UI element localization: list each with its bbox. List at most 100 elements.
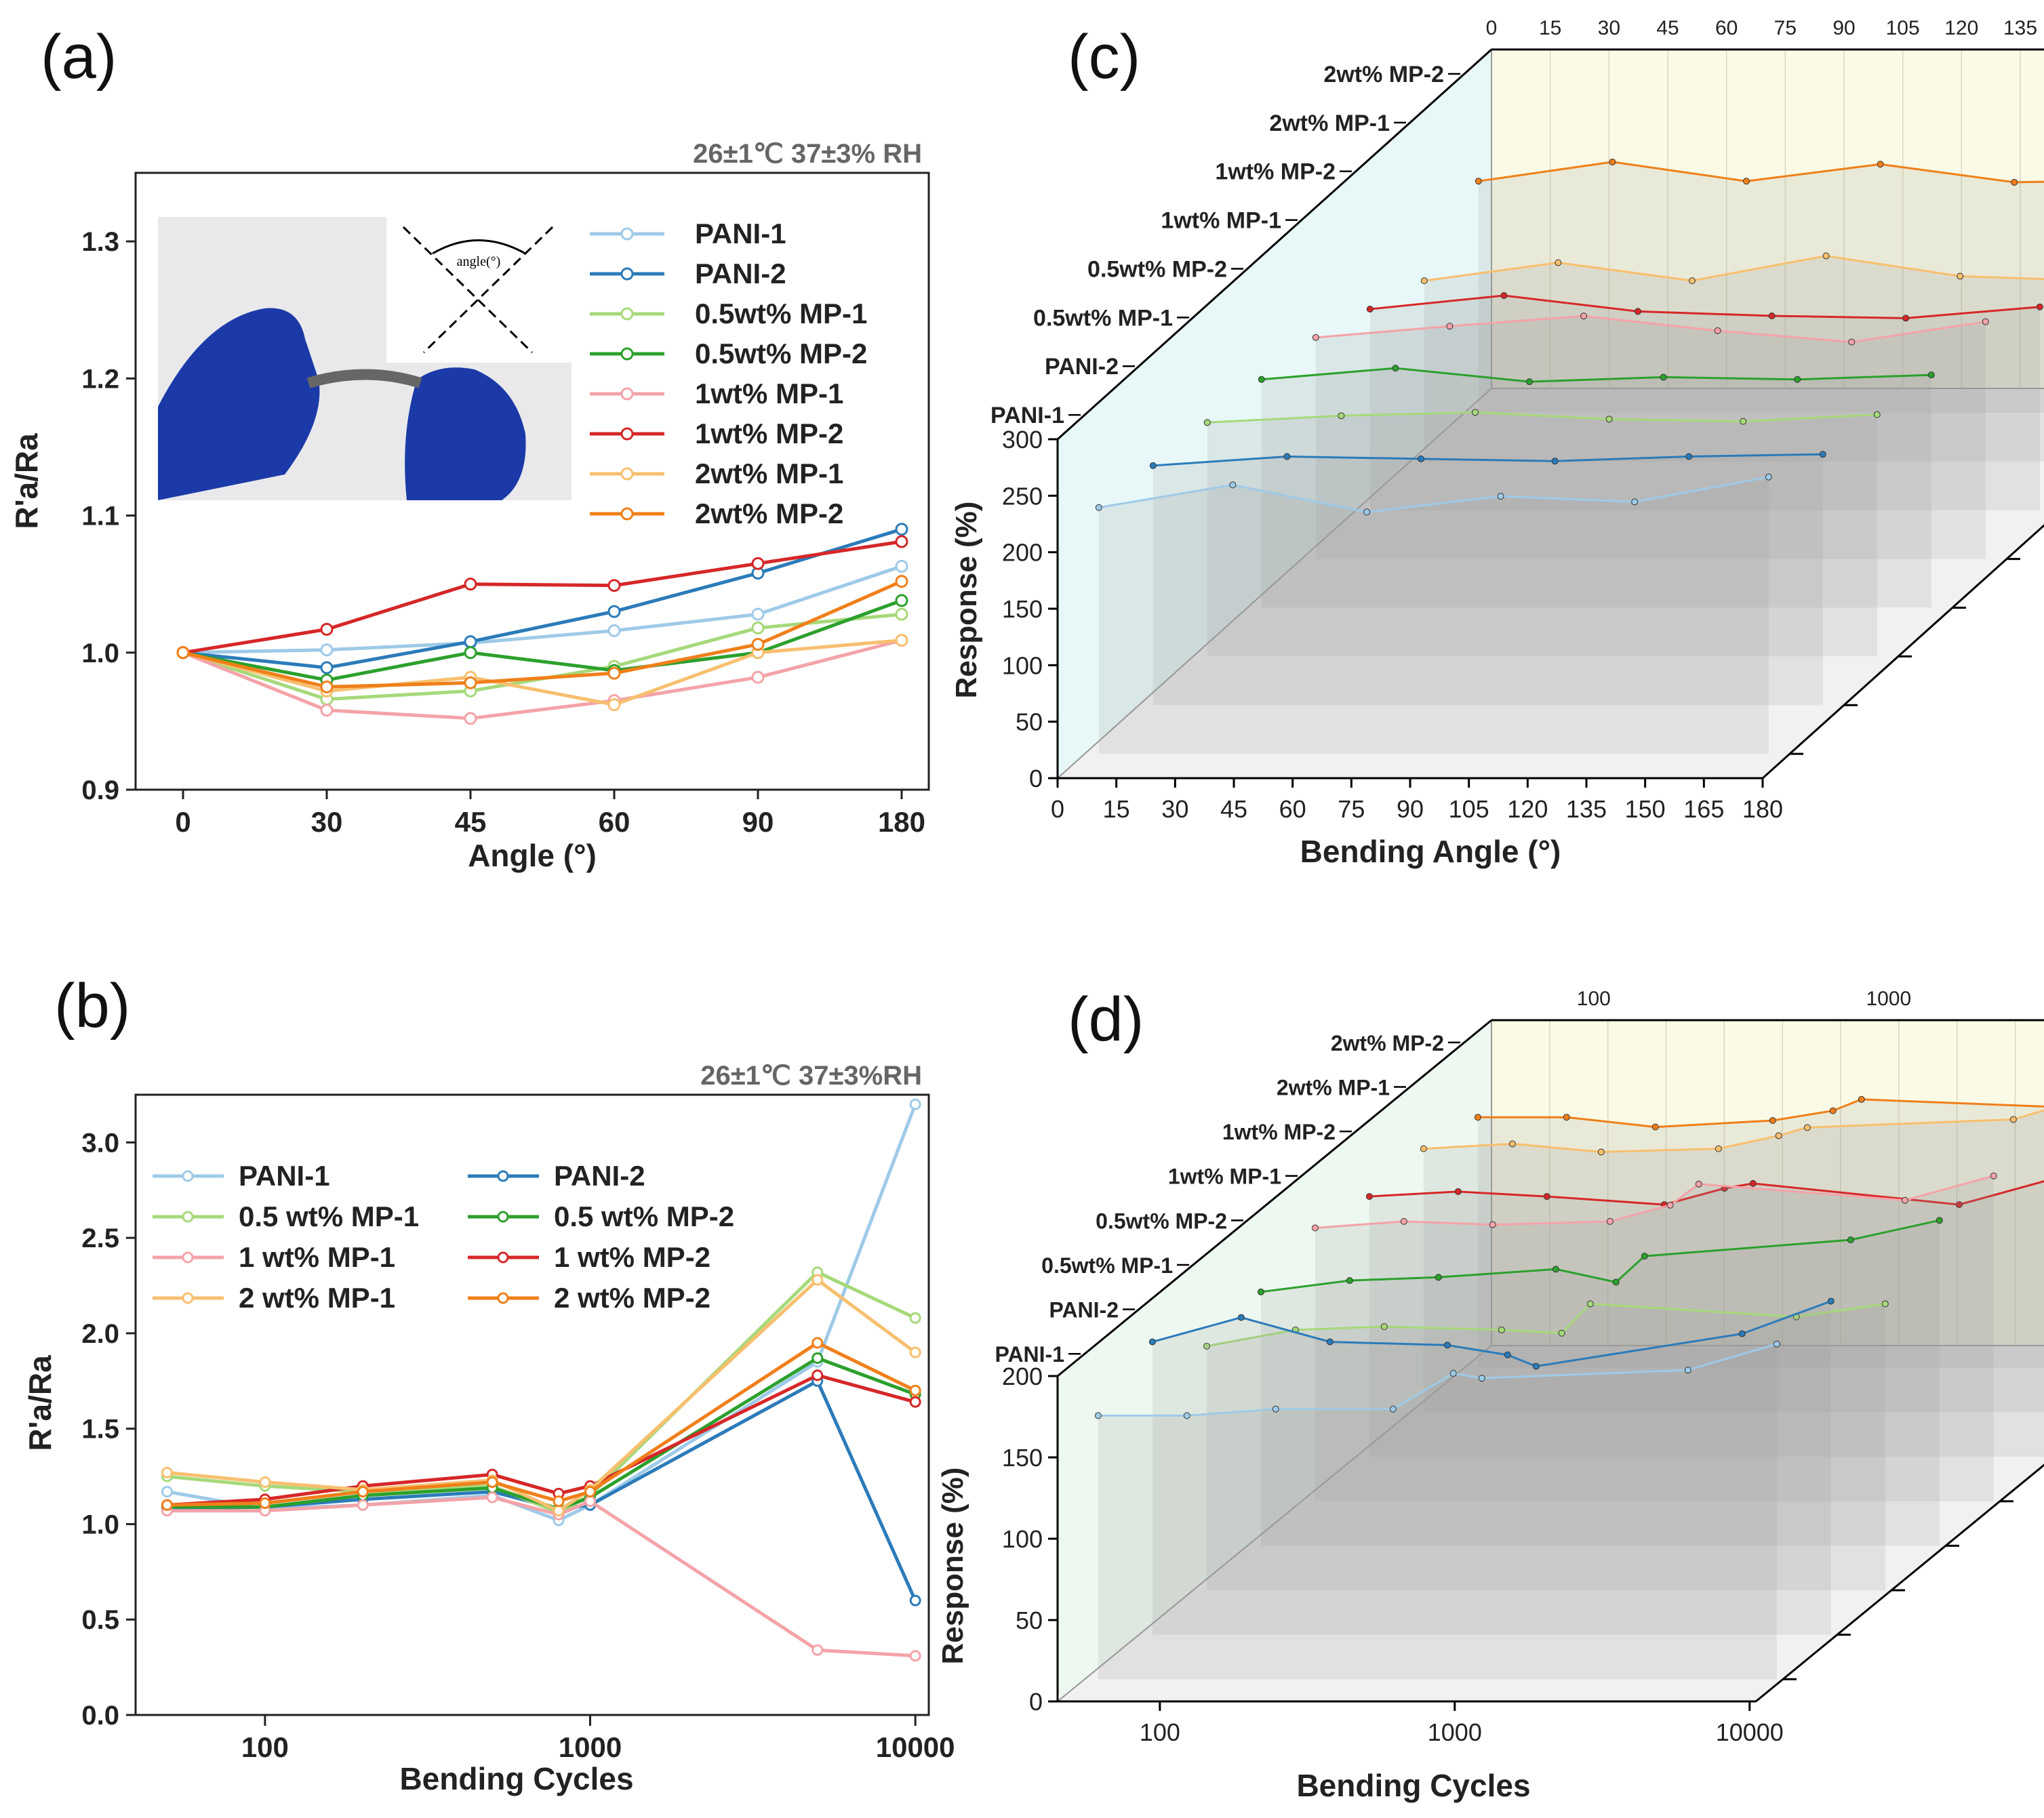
- a-point: [320, 704, 334, 717]
- panel-d-line-1wt-mp-2: [1369, 1180, 2044, 1206]
- panel-d-series-0-5wt-mp-1: [1203, 1300, 1889, 1590]
- a-point: [751, 638, 765, 651]
- b-series-1wt-mp-1: [161, 1491, 921, 1662]
- panel-c-xtick-label: 105: [1449, 795, 1489, 823]
- panel-c-point: [1822, 252, 1830, 260]
- panel-d-point: [1311, 1224, 1319, 1232]
- panel-d-point: [1389, 1405, 1397, 1413]
- panel-c-ztick-label: 300: [1002, 426, 1043, 453]
- panel-c-xtick-label: 45: [1220, 795, 1247, 823]
- panel-d-series-label: 2wt% MP-2: [1331, 1031, 1444, 1055]
- a-point: [751, 670, 765, 684]
- panel-d-point: [1443, 1341, 1451, 1349]
- panel-c-point: [1927, 371, 1935, 379]
- panel-c-xtick-label-top: 45: [1656, 17, 1679, 39]
- panel-c-series-label: 0.5wt% MP-2: [1087, 256, 1227, 282]
- panel-c-xtick-label: 165: [1683, 795, 1724, 823]
- panel-label-d: (d): [1068, 985, 1144, 1054]
- a-line-2wt-mp-2: [182, 580, 903, 689]
- panel-c-point: [1631, 498, 1639, 506]
- panel-d-point: [1606, 1217, 1614, 1225]
- panel-c-xtick-label-top: 15: [1539, 17, 1561, 39]
- panel-c-point: [1794, 376, 1801, 383]
- a-ytick-label: 0.9: [81, 775, 119, 805]
- a-ytick-label: 1.3: [81, 227, 119, 257]
- panel-d-ribbon-1wt-mp-1: [1315, 1175, 1994, 1501]
- panel-d-point: [1847, 1236, 1854, 1244]
- b-line-2wt-mp-2: [167, 1341, 917, 1507]
- b-xtick-label: 1000: [559, 1731, 622, 1763]
- panel-d-point: [1773, 1340, 1780, 1348]
- angle-line-left: [402, 226, 534, 354]
- panel-c-point: [1420, 277, 1428, 285]
- panel-c-series-pani-2: [1149, 451, 1826, 706]
- panel-c-point: [1689, 277, 1696, 285]
- panel-d-point: [1543, 1193, 1550, 1200]
- panel-c-ribbon-0-5wt-mp-1: [1207, 412, 1877, 657]
- panel-d-point: [1803, 1124, 1811, 1131]
- a-legend-label: PANI-2: [695, 258, 786, 289]
- b-legend-marker: [182, 1211, 194, 1223]
- panel-c-point: [2011, 178, 2018, 186]
- panel-c-series-label: PANI-2: [1045, 354, 1119, 380]
- a-legend-marker: [620, 507, 634, 521]
- panel-c-point: [1635, 308, 1641, 315]
- a-point: [751, 621, 765, 634]
- panel-c-point: [1283, 453, 1291, 460]
- a-point: [320, 622, 334, 636]
- b-series-1wt-mp-2: [161, 1369, 921, 1511]
- panel-c-point: [1472, 409, 1479, 416]
- a-point: [895, 634, 908, 647]
- panel-c-xtick-label-top: 120: [1944, 17, 1978, 39]
- panel-c-depth-axis: [1056, 48, 1493, 441]
- panel-b-ylabel: R'a/Ra: [22, 1355, 58, 1451]
- panel-d-ribbon-0-5wt-mp-2: [1260, 1220, 1940, 1546]
- panel-c-xtick-label: 15: [1103, 795, 1130, 823]
- panel-d-point: [1532, 1362, 1540, 1370]
- glove-finger-right: [405, 367, 526, 500]
- b-point: [357, 1499, 369, 1511]
- panel-d-line-pani-2: [1152, 1300, 1832, 1368]
- panel-d-point: [1183, 1412, 1190, 1419]
- panel-d-series-0-5wt-mp-2: [1257, 1217, 1943, 1546]
- panel-c-xtick-label-top: 135: [2003, 17, 2037, 39]
- b-point: [553, 1505, 565, 1517]
- panel-c-series-2wt-mp-2: [1475, 158, 2044, 413]
- panel-c-xtick-label: 90: [1397, 795, 1424, 823]
- b-point: [553, 1495, 565, 1508]
- a-line-2wt-mp-1: [182, 639, 902, 707]
- panel-c-point: [1500, 292, 1508, 300]
- panel-d-point: [1881, 1300, 1889, 1308]
- panel-c-ribbon-pani-1: [1098, 477, 1769, 754]
- a-point: [320, 643, 334, 657]
- panel-a-ylabel: R'a/Ra: [9, 433, 44, 529]
- panel-d-point: [1955, 1201, 1963, 1209]
- panel-d-series-label: 2wt% MP-1: [1277, 1075, 1390, 1099]
- a-point: [895, 575, 908, 588]
- panel-d-point: [1508, 1140, 1516, 1148]
- panel-d-ztick-label: 0: [1029, 1688, 1043, 1716]
- a-legend-label: 0.5wt% MP-2: [695, 338, 867, 369]
- panel-d-point: [1478, 1375, 1485, 1382]
- panel-c-labels: 0050501001001501502002002502503003000015…: [990, 17, 2037, 823]
- panel-c-point: [1685, 453, 1693, 460]
- b-point: [811, 1352, 824, 1365]
- angle-arc: [432, 239, 526, 255]
- a-point: [607, 579, 621, 592]
- panel-c-point: [1768, 312, 1776, 320]
- panel-d-xtick-label-top: 100: [1577, 988, 1611, 1010]
- a-line-1wt-mp-1: [182, 639, 902, 721]
- a-point: [607, 605, 621, 618]
- panel-c-xtick-label: 0: [1051, 795, 1064, 823]
- a-point: [751, 607, 765, 621]
- a-legend-marker: [620, 387, 634, 401]
- b-point: [909, 1346, 921, 1358]
- panel-d-point: [1449, 1369, 1457, 1377]
- panel-c-series-label: PANI-1: [990, 403, 1064, 428]
- panel-a-xticks: 0 30 45 60 90 180: [175, 790, 925, 838]
- inset-angle-text: angle(°): [457, 254, 501, 269]
- panel-c-point: [1714, 327, 1721, 334]
- b-legend-marker: [497, 1251, 509, 1264]
- panel-c-line-1wt-mp-1: [1315, 315, 1986, 344]
- panel-d-point: [1715, 1145, 1722, 1152]
